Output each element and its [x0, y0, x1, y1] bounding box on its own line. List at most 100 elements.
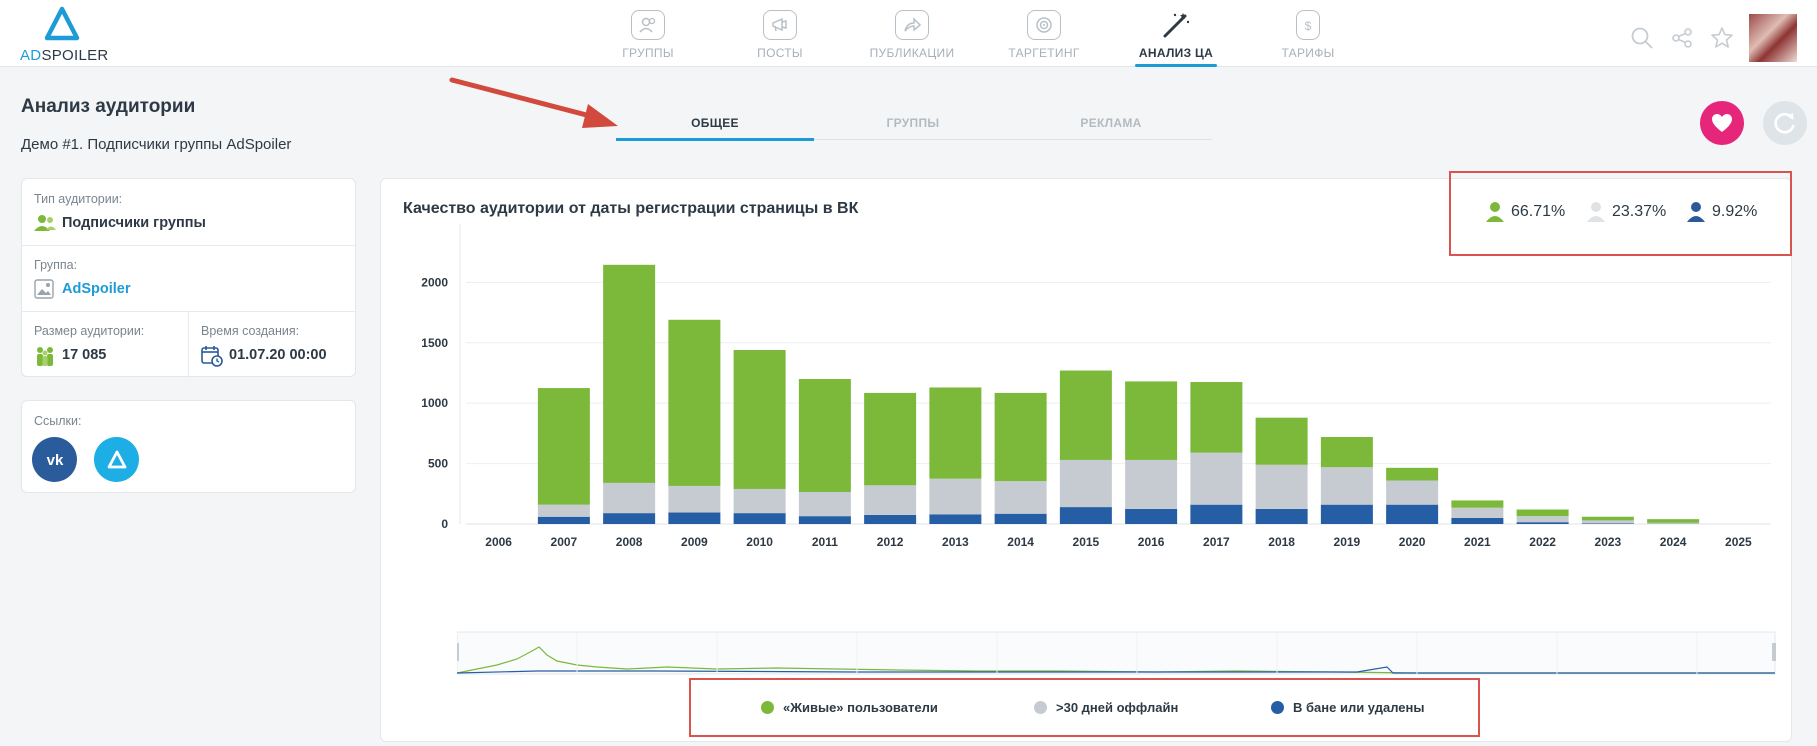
bar-segment: [1190, 504, 1243, 524]
top-navigation-bar: ADSPOILER ГРУППЫ ПОСТЫ ПУБЛИКАЦИИ ТАРГЕТ…: [0, 0, 1817, 67]
x-tick-label: 2015: [1073, 535, 1100, 549]
audience-info-card: Тип аудитории: Подписчики группы Группа:…: [21, 178, 356, 378]
user-avatar[interactable]: [1749, 14, 1797, 62]
calendar-clock-icon: [201, 345, 223, 367]
bar-segment: [1320, 437, 1373, 468]
x-tick-label: 2012: [877, 535, 904, 549]
share-icon[interactable]: [1669, 25, 1695, 51]
target-icon: [1027, 10, 1061, 40]
svg-text:vk: vk: [46, 452, 63, 469]
tab-general[interactable]: ОБЩЕЕ: [616, 106, 814, 141]
stat-banned: 9.92%: [1686, 201, 1757, 223]
nav-targeting[interactable]: ТАРГЕТИНГ: [978, 0, 1110, 67]
x-tick-label: 2024: [1660, 535, 1687, 549]
user-blue-icon: [1687, 202, 1705, 222]
bar-segment: [1125, 459, 1178, 509]
x-tick-label: 2013: [942, 535, 969, 549]
x-tick-label: 2018: [1268, 535, 1295, 549]
x-tick-label: 2007: [551, 535, 578, 549]
bar-segment: [668, 512, 721, 524]
bar-segment: [1451, 517, 1504, 524]
bar-segment: [1059, 507, 1112, 524]
adspoiler-link-button[interactable]: [94, 437, 139, 482]
legend-offline[interactable]: >30 дней оффлайн: [1034, 700, 1178, 715]
logo-text: ADSPOILER: [20, 47, 109, 64]
y-tick-label: 1500: [421, 336, 448, 350]
x-tick-label: 2017: [1203, 535, 1230, 549]
star-icon[interactable]: [1709, 25, 1735, 51]
analysis-tabs: ОБЩЕЕ ГРУППЫ РЕКЛАМА: [616, 106, 1212, 141]
nav-publications[interactable]: ПУБЛИКАЦИИ: [846, 0, 978, 67]
nav-audience-analysis[interactable]: АНАЛИЗ ЦА: [1110, 0, 1242, 67]
bar-segment: [537, 504, 590, 517]
bar-segment: [929, 478, 982, 515]
tab-ads[interactable]: РЕКЛАМА: [1080, 116, 1142, 130]
bar-segment: [1125, 508, 1178, 524]
x-tick-label: 2019: [1334, 535, 1361, 549]
group-users-icon: [34, 214, 56, 234]
bar-segment: [1581, 520, 1634, 524]
chart-navigator[interactable]: [457, 631, 1787, 681]
bar-segment: [1386, 504, 1439, 524]
legend-banned[interactable]: В бане или удалены: [1271, 700, 1424, 715]
x-tick-label: 2008: [616, 535, 643, 549]
chart-legend: «Живые» пользователи >30 дней оффлайн В …: [689, 678, 1480, 737]
bar-segment: [1647, 519, 1700, 523]
x-tick-label: 2011: [812, 535, 838, 549]
heart-icon: [1712, 114, 1732, 132]
price-tag-icon: $: [1296, 10, 1320, 40]
bar-segment: [537, 516, 590, 524]
refresh-button[interactable]: [1763, 101, 1807, 145]
audience-size-cell: Размер аудитории: 17 085: [22, 312, 189, 378]
favorite-button[interactable]: [1700, 101, 1744, 145]
y-tick-label: 1000: [421, 396, 448, 410]
tab-groups[interactable]: ГРУППЫ: [886, 116, 940, 130]
bar-segment: [668, 485, 721, 513]
group-link[interactable]: AdSpoiler: [62, 281, 131, 297]
groups-icon: [631, 10, 665, 40]
x-tick-label: 2023: [1595, 535, 1622, 549]
people-icon: [34, 345, 56, 366]
bar-segment: [1647, 522, 1700, 524]
bar-segment: [603, 482, 656, 514]
x-tick-label: 2009: [681, 535, 708, 549]
bar-segment: [929, 387, 982, 479]
adspoiler-triangle-icon: [107, 450, 126, 468]
stat-live: 66.71%: [1485, 201, 1565, 223]
bar-segment: [1059, 370, 1112, 460]
legend-live[interactable]: «Живые» пользователи: [761, 700, 938, 715]
stacked-bar-chart: 0 500 1000 1500 2000 2006 2007 2008 2009 2010 2011…: [421, 224, 1771, 549]
bar-segment: [1451, 500, 1504, 508]
x-tick-label: 2006: [485, 535, 512, 549]
bar-segment: [1255, 508, 1308, 524]
vk-icon: vk: [46, 452, 63, 469]
bar-segment: [994, 481, 1047, 514]
links-card: Ссылки: vk: [21, 400, 356, 493]
bar-segment: [994, 392, 1047, 482]
bar-segment: [733, 488, 786, 514]
annotation-arrow: [449, 77, 618, 128]
nav-tariffs[interactable]: $ ТАРИФЫ: [1242, 0, 1374, 67]
chart-title: Качество аудитории от даты регистрации с…: [403, 200, 859, 217]
bar-segment: [603, 264, 656, 483]
y-tick-label: 2000: [421, 275, 448, 289]
nav-groups[interactable]: ГРУППЫ: [582, 0, 714, 67]
vk-link-button[interactable]: vk: [32, 437, 77, 482]
bar-segment: [1581, 523, 1634, 524]
bar-segment: [1516, 509, 1569, 517]
bar-segment: [1516, 516, 1569, 523]
bar-segment: [733, 513, 786, 524]
x-tick-label: 2016: [1138, 535, 1165, 549]
bar-segment: [1386, 480, 1439, 505]
bar-segment: [798, 491, 851, 517]
y-tick-label: 500: [428, 457, 448, 471]
adspoiler-logo[interactable]: ADSPOILER: [20, 6, 130, 64]
nav-posts[interactable]: ПОСТЫ: [714, 0, 846, 67]
search-icon[interactable]: [1629, 25, 1655, 51]
magic-wand-icon: [1159, 10, 1193, 40]
main-nav: ГРУППЫ ПОСТЫ ПУБЛИКАЦИИ ТАРГЕТИНГ АНАЛИЗ…: [582, 0, 1374, 67]
bar-segment: [864, 392, 917, 486]
x-tick-label: 2014: [1007, 535, 1034, 549]
bar-segment: [994, 513, 1047, 524]
group-row: Группа: AdSpoiler: [22, 246, 355, 312]
